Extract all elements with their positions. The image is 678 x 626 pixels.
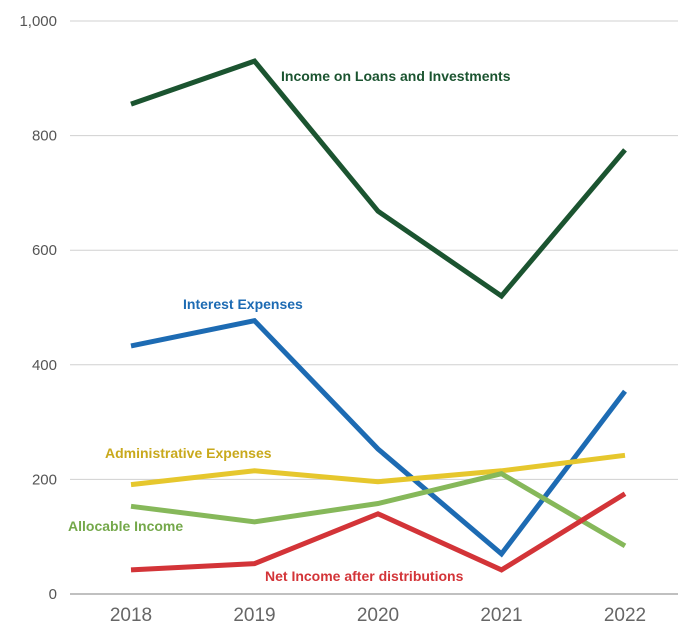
x-tick-label: 2020 [357, 605, 399, 626]
y-tick-label: 400 [32, 357, 57, 374]
series-lines [130, 58, 627, 573]
x-tick-label: 2022 [604, 605, 646, 626]
y-tick-label: 200 [32, 471, 57, 488]
series-labels: Income on Loans and Investments Interest … [68, 68, 511, 584]
series-line-0 [130, 58, 627, 300]
y-tick-label: 0 [49, 586, 57, 603]
y-tick-label: 800 [32, 128, 57, 145]
series-line-3 [130, 471, 627, 549]
series-label-3: Allocable Income [68, 518, 183, 534]
series-label-1: Interest Expenses [183, 296, 303, 312]
x-tick-label: 2019 [233, 605, 275, 626]
y-tick-label: 1,000 [19, 13, 57, 30]
y-tick-label: 600 [32, 242, 57, 259]
x-tick-label: 2021 [480, 605, 522, 626]
series-label-0: Income on Loans and Investments [281, 68, 511, 84]
series-label-2: Administrative Expenses [105, 445, 272, 461]
x-tick-label: 2018 [110, 605, 152, 626]
y-axis-ticks: 0 200 400 600 800 1,000 [19, 13, 57, 603]
x-axis-ticks: 2018 2019 2020 2021 2022 [110, 605, 646, 626]
series-label-4: Net Income after distributions [265, 568, 464, 584]
series-line-4 [130, 491, 627, 573]
series-line-1 [130, 317, 627, 558]
series-line-2 [130, 452, 626, 488]
